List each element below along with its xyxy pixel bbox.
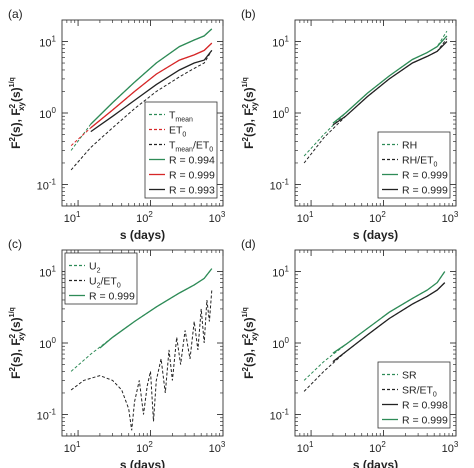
- legend-label: R = 0.994: [169, 155, 215, 167]
- series-line: [90, 28, 213, 125]
- legend-box: [377, 131, 451, 199]
- y-axis-label: F2(s), F2xy(s)1/q: [241, 307, 259, 379]
- y-tick-label: 10-1: [270, 407, 290, 422]
- legend-label: R = 0.999: [402, 185, 448, 197]
- legend-label: Tmean: [169, 110, 193, 124]
- x-tick-label: 102: [136, 210, 153, 225]
- y-tick-label: 101: [39, 265, 56, 280]
- legend-label: SR: [402, 370, 417, 382]
- x-tick-label: 103: [209, 210, 226, 225]
- series-line: [332, 282, 446, 363]
- x-axis-label: s (days): [120, 228, 165, 242]
- legend-label: R = 0.998: [402, 400, 448, 412]
- series-line: [90, 49, 213, 133]
- x-tick-label: 101: [297, 440, 314, 455]
- y-tick-label: 100: [39, 106, 56, 121]
- y-tick-label: 10-1: [37, 177, 57, 192]
- y-tick-label: 101: [272, 265, 289, 280]
- series-line: [90, 42, 213, 129]
- legend-box: [377, 361, 451, 429]
- panel-label: (c): [8, 237, 22, 251]
- x-tick-label: 101: [297, 210, 314, 225]
- legend-label: U2/ET0: [89, 276, 121, 290]
- legend-label: ET0: [169, 125, 186, 139]
- legend-label: RH/ET0: [402, 155, 438, 169]
- legend-label: Tmean/ET0: [169, 140, 213, 154]
- series-line: [332, 35, 448, 124]
- legend-label: SR/ET0: [402, 385, 437, 399]
- legend-label: R = 0.999: [89, 291, 135, 303]
- y-tick-label: 101: [272, 35, 289, 50]
- legend-label: R = 0.999: [402, 170, 448, 182]
- chart-panel-1: (a)101 102 10310-1100101TmeanET0Tmean/ET0R…: [8, 7, 226, 242]
- series-line: [332, 271, 446, 354]
- panel-label: (d): [241, 237, 256, 251]
- legend-label: RH: [402, 140, 417, 152]
- y-tick-label: 101: [39, 35, 56, 50]
- legend-label: R = 0.999: [402, 415, 448, 427]
- legend-label: R = 0.993: [169, 185, 215, 197]
- y-tick-label: 100: [272, 106, 289, 121]
- x-tick-label: 102: [369, 210, 386, 225]
- panel-label: (a): [8, 7, 23, 21]
- x-axis-label: s (days): [120, 458, 165, 468]
- panel-label: (b): [241, 7, 256, 21]
- x-tick-label: 102: [369, 440, 386, 455]
- y-tick-label: 100: [39, 336, 56, 351]
- y-axis-label: F2(s), F2xy(s)1/q: [8, 307, 26, 379]
- series-line: [99, 268, 213, 349]
- x-tick-label: 101: [64, 440, 81, 455]
- y-tick-label: 10-1: [37, 407, 57, 422]
- legend-label: U2: [89, 261, 101, 275]
- y-axis-label: F2(s), F2xy(s)1/q: [241, 77, 259, 149]
- x-tick-label: 103: [209, 440, 226, 455]
- y-tick-label: 100: [272, 336, 289, 351]
- series-line: [332, 41, 448, 126]
- x-tick-label: 101: [64, 210, 81, 225]
- y-tick-label: 10-1: [270, 177, 290, 192]
- legend-box: [144, 101, 218, 199]
- x-axis-label: s (days): [353, 458, 398, 468]
- y-axis-label: F2(s), F2xy(s)1/q: [8, 77, 26, 149]
- x-tick-label: 102: [136, 440, 153, 455]
- x-tick-label: 103: [442, 440, 459, 455]
- legend-label: R = 0.999: [169, 170, 215, 182]
- series-line: [70, 290, 213, 431]
- x-tick-label: 103: [442, 210, 459, 225]
- x-axis-label: s (days): [353, 228, 398, 242]
